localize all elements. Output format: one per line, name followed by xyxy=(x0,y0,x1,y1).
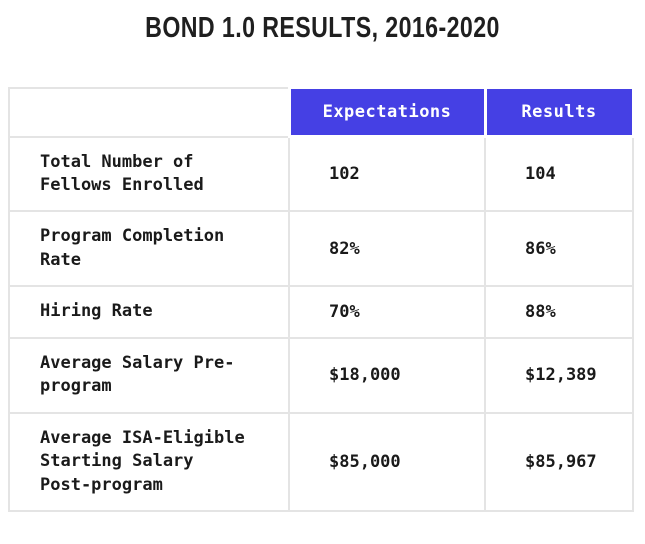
results-value: $85,967 xyxy=(484,411,634,513)
header-row: Expectations Results xyxy=(8,86,635,138)
row-label: Program Completion Rate xyxy=(8,210,290,288)
table-row: Total Number of Fellows Enrolled 102 104 xyxy=(8,135,634,213)
page-title: BOND 1.0 RESULTS, 2016-2020 xyxy=(145,12,500,44)
table-row: Program Completion Rate 82% 86% xyxy=(8,210,634,288)
row-label: Hiring Rate xyxy=(8,285,290,339)
row-label: Average Salary Pre- program xyxy=(8,336,290,414)
column-header-results: Results xyxy=(483,86,635,138)
expectations-value: $85,000 xyxy=(288,411,486,513)
expectations-value: 102 xyxy=(288,135,486,213)
column-header-expectations: Expectations xyxy=(287,86,487,138)
row-label: Total Number of Fellows Enrolled xyxy=(8,135,290,213)
results-value: 104 xyxy=(484,135,634,213)
table-row: Hiring Rate 70% 88% xyxy=(8,285,634,339)
corner-cell xyxy=(8,86,290,138)
row-label: Average ISA-Eligible Starting Salary Pos… xyxy=(8,411,290,513)
results-value: $12,389 xyxy=(484,336,634,414)
results-value: 88% xyxy=(484,285,634,339)
table-row: Average ISA-Eligible Starting Salary Pos… xyxy=(8,411,634,513)
expectations-value: $18,000 xyxy=(288,336,486,414)
table-row: Average Salary Pre- program $18,000 $12,… xyxy=(8,336,634,414)
results-value: 86% xyxy=(484,210,634,288)
expectations-value: 70% xyxy=(288,285,486,339)
results-table: Expectations Results Total Number of Fel… xyxy=(8,86,635,513)
expectations-value: 82% xyxy=(288,210,486,288)
